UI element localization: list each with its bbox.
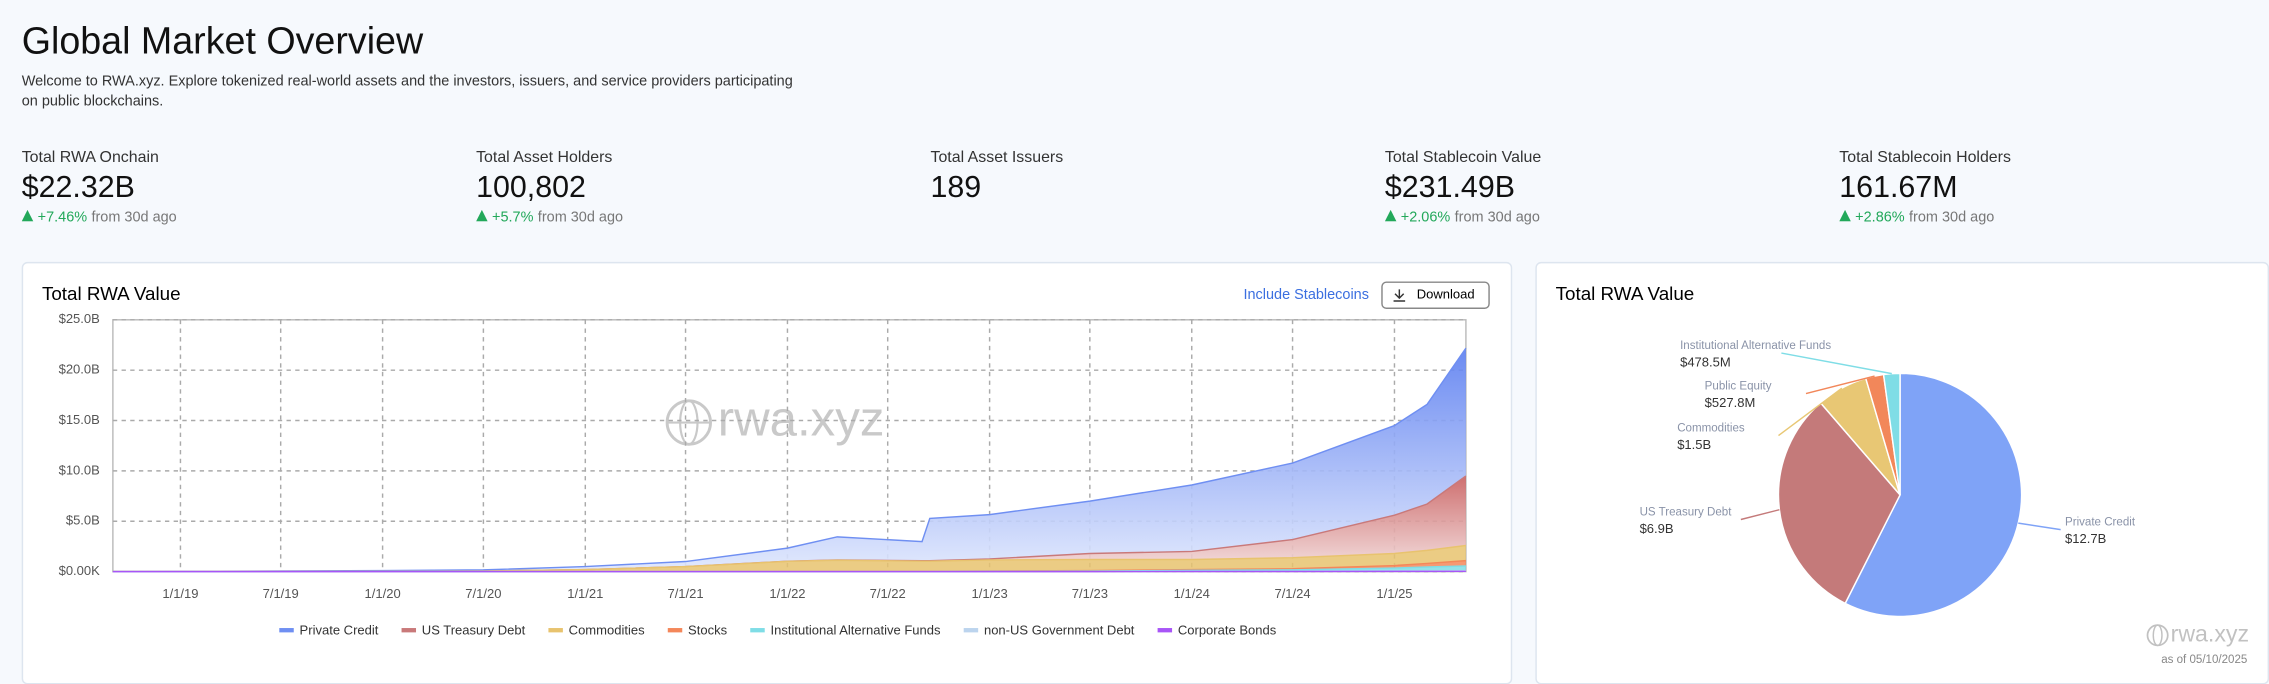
legend-swatch xyxy=(964,628,978,632)
legend-swatch xyxy=(279,628,293,632)
area-watermark: rwa.xyz xyxy=(667,392,884,447)
y-tick-label: $15.0B xyxy=(59,412,100,427)
y-tick-label: $20.0B xyxy=(59,362,100,377)
legend-label: US Treasury Debt xyxy=(422,622,526,637)
pie-label-value: $478.5M xyxy=(1680,355,1731,370)
legend-label: non-US Government Debt xyxy=(984,622,1135,637)
x-tick-label: 7/1/23 xyxy=(1072,586,1108,601)
pie-label-name: US Treasury Debt xyxy=(1640,506,1733,518)
download-label[interactable]: Download xyxy=(1417,287,1475,302)
x-tick-label: 7/1/20 xyxy=(465,586,501,601)
pie-label-name: Commodities xyxy=(1677,422,1745,434)
y-tick-label: $5.0B xyxy=(66,513,100,528)
legend-swatch xyxy=(1158,628,1172,632)
pie-watermark-text: rwa.xyz xyxy=(2171,620,2249,646)
leader-line xyxy=(1781,353,1891,374)
pie-label-value: $527.8M xyxy=(1705,395,1756,410)
y-tick-label: $0.00K xyxy=(59,563,101,578)
x-tick-label: 7/1/24 xyxy=(1274,586,1310,601)
x-tick-label: 1/1/23 xyxy=(972,586,1008,601)
leader-line xyxy=(1741,510,1780,520)
as-of-date: as of 05/10/2025 xyxy=(2161,654,2247,666)
x-tick-label: 7/1/21 xyxy=(667,586,703,601)
x-tick-label: 1/1/20 xyxy=(365,586,401,601)
legend-swatch xyxy=(750,628,764,632)
page: Global Market Overview Welcome to RWA.xy… xyxy=(0,0,2269,669)
pie-label-value: $6.9B xyxy=(1640,521,1674,536)
pie-label-name: Institutional Alternative Funds xyxy=(1680,340,1831,352)
x-tick-label: 7/1/22 xyxy=(870,586,906,601)
pie-title: Total RWA Value xyxy=(1556,283,1695,304)
leader-line xyxy=(2018,523,2060,530)
legend-label: Institutional Alternative Funds xyxy=(771,622,942,637)
legend-swatch xyxy=(402,628,416,632)
include-stablecoins-toggle[interactable]: Include Stablecoins xyxy=(1243,287,1368,303)
legend-label: Stocks xyxy=(688,622,728,637)
legend-swatch xyxy=(548,628,562,632)
x-tick-label: 1/1/24 xyxy=(1174,586,1210,601)
x-tick-label: 1/1/19 xyxy=(162,586,198,601)
y-tick-label: $10.0B xyxy=(59,462,100,477)
y-tick-label: $25.0B xyxy=(59,311,100,326)
watermark-text: rwa.xyz xyxy=(718,392,885,447)
area xyxy=(113,348,1466,571)
x-tick-label: 7/1/19 xyxy=(263,586,299,601)
area-title: Total RWA Value xyxy=(42,283,181,304)
x-tick-label: 1/1/22 xyxy=(769,586,805,601)
x-tick-label: 1/1/21 xyxy=(567,586,603,601)
legend-label: Commodities xyxy=(569,622,645,637)
pie-label-value: $12.7B xyxy=(2065,531,2106,546)
legend-swatch xyxy=(668,628,682,632)
legend-label: Private Credit xyxy=(300,622,379,637)
pie-label-value: $1.5B xyxy=(1677,437,1711,452)
legend-label: Corporate Bonds xyxy=(1178,622,1277,637)
x-tick-label: 1/1/25 xyxy=(1376,586,1412,601)
pie-label-name: Public Equity xyxy=(1705,380,1772,392)
pie-label-name: Private Credit xyxy=(2065,516,2136,528)
charts: Total RWA Value Include Stablecoins Down… xyxy=(0,0,2269,669)
pie-watermark: rwa.xyz xyxy=(2147,620,2249,646)
